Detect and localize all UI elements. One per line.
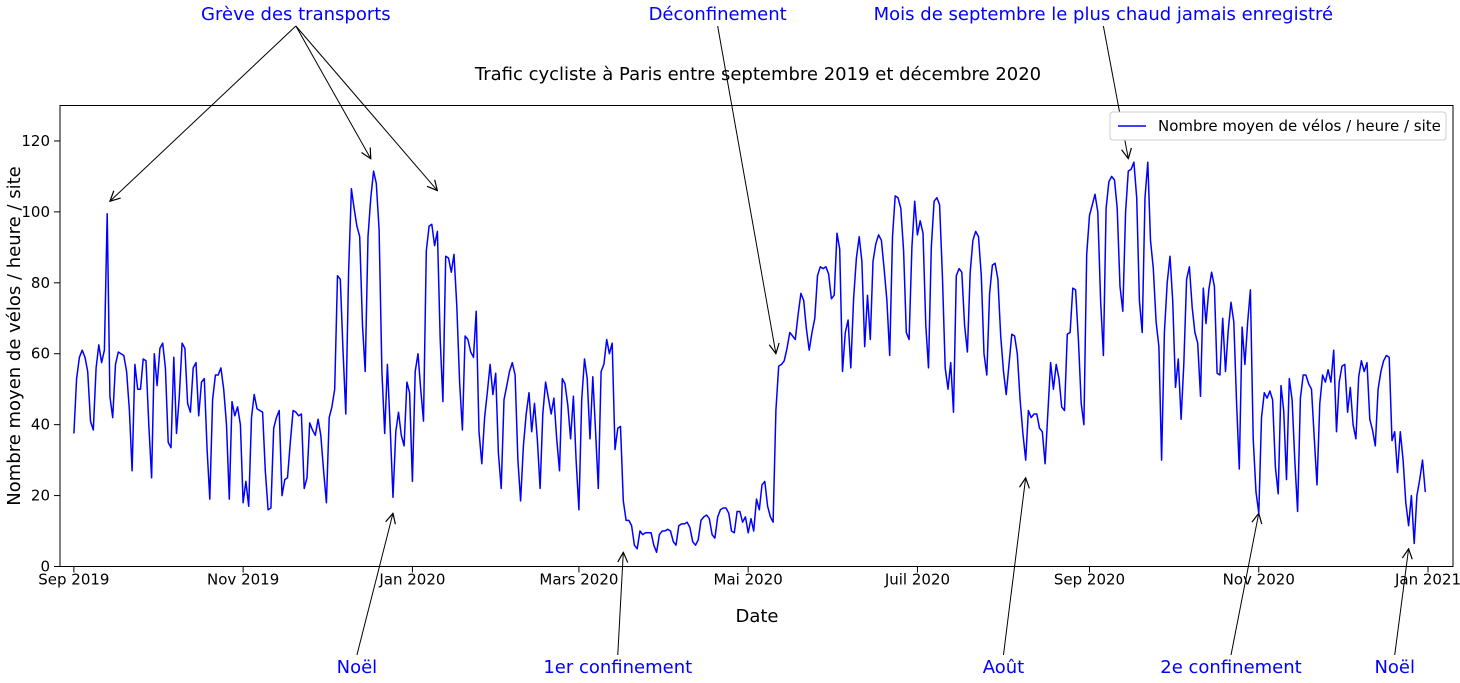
x-axis: Sep 2019 Nov 2019 Jan 2020 Mars 2020 Mai 202… <box>38 566 1460 589</box>
legend: Nombre moyen de vélos / heure / site <box>1109 111 1447 141</box>
annotation-arrow <box>717 25 776 354</box>
annotation-label: 2e confinement <box>1160 657 1301 678</box>
legend-label: Nombre moyen de vélos / heure / site <box>1158 117 1441 135</box>
annotation-arrow <box>1394 549 1409 656</box>
annotation-label: Mois de septembre le plus chaud jamais e… <box>874 4 1333 25</box>
annotation-arrow <box>1230 513 1259 656</box>
series-line <box>73 161 1427 554</box>
annotation-arrow <box>295 25 371 159</box>
legend-box <box>1109 111 1447 141</box>
annotation-arrow <box>356 513 393 656</box>
annotation-label: Grève des transports <box>201 4 391 25</box>
x-tick-label: Sep 2019 <box>38 571 109 589</box>
x-tick-label: Nov 2020 <box>1223 571 1295 589</box>
y-axis-label: Nombre moyen de vélos / heure / site <box>4 166 25 505</box>
x-tick-label: Mai 2020 <box>714 571 783 589</box>
x-tick-label: Nov 2019 <box>207 571 279 589</box>
y-tick-label: 100 <box>21 203 50 221</box>
x-tick-label: Jan 2021 <box>1394 571 1460 589</box>
annotation-label: 1er confinement <box>543 657 692 678</box>
x-tick-label: Mars 2020 <box>539 571 618 589</box>
y-axis: 0 20 40 60 80 100 120 <box>21 132 60 576</box>
y-tick-label: 40 <box>31 416 50 434</box>
annotation-label: Noël <box>1374 657 1415 678</box>
annotation-label: Déconfinement <box>649 4 787 25</box>
annotations-layer: Grève des transports Déconfinement Mois de… <box>110 4 1415 678</box>
x-tick-label: Juil 2020 <box>884 571 950 589</box>
x-axis-label: Date <box>735 606 778 627</box>
annotation-arrow <box>110 25 297 201</box>
annotation-arrow <box>618 552 624 656</box>
y-tick-label: 80 <box>31 274 50 292</box>
y-tick-label: 0 <box>40 558 50 576</box>
x-tick-label: Jan 2020 <box>378 571 445 589</box>
y-tick-label: 60 <box>31 345 50 363</box>
x-tick-label: Sep 2020 <box>1054 571 1125 589</box>
annotation-label: Août <box>983 657 1024 678</box>
chart-title: Trafic cycliste à Paris entre septembre … <box>474 64 1041 85</box>
y-tick-label: 20 <box>31 487 50 505</box>
annotation-label: Noël <box>337 657 378 678</box>
annotation-arrow <box>295 25 438 191</box>
plot-area <box>59 105 1454 567</box>
y-tick-label: 120 <box>21 132 50 150</box>
